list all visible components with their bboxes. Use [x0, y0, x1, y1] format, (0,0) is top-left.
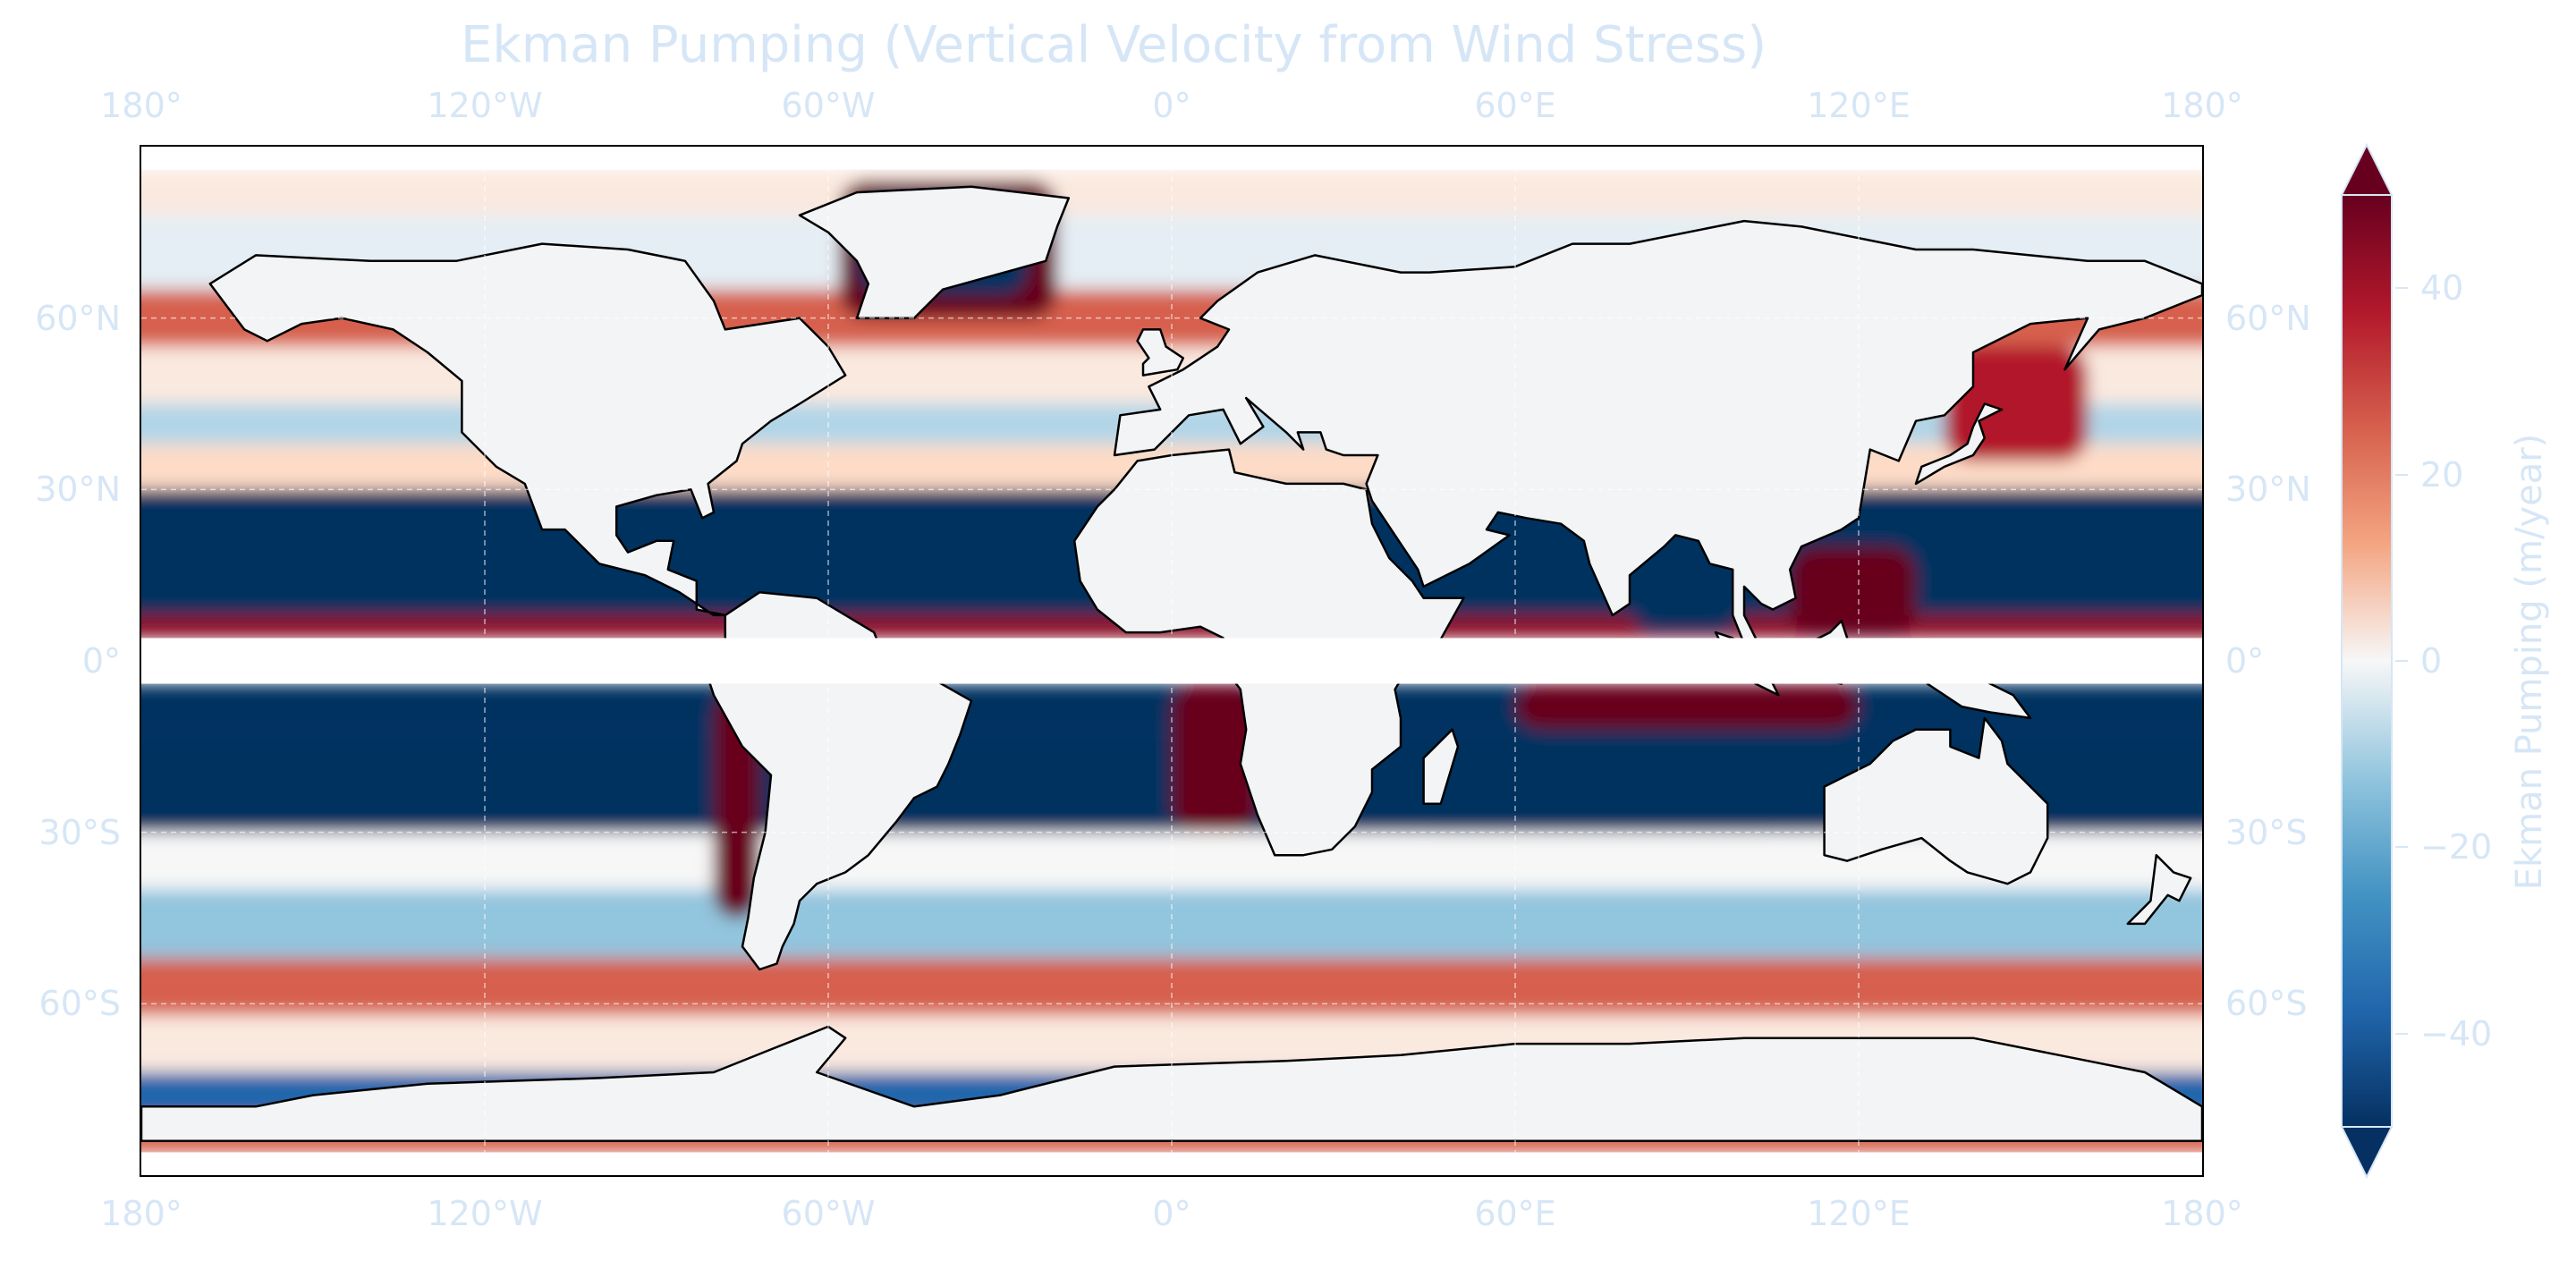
landmass-north-america [208, 242, 847, 617]
map-frame [140, 145, 2204, 1177]
landmass-madagascar [1422, 728, 1460, 805]
top-lon-tick-4: 60°E [1474, 86, 1556, 125]
land-masses [141, 185, 2202, 1142]
colorbar-gradient [2341, 194, 2393, 1128]
landmass-greenland [798, 185, 1071, 319]
left-lat-tick-3: 30°S [38, 812, 121, 852]
bottom-lon-tick-5: 120°E [1807, 1194, 1911, 1233]
colorbar-max-extend [2340, 142, 2394, 196]
landmass-europe-asia [1113, 219, 2202, 651]
colorbar-tick-2: 0 [2420, 641, 2443, 681]
right-lat-tick-1: 30°N [2225, 470, 2311, 510]
top-lon-tick-6: 180° [2161, 86, 2243, 125]
left-lat-tick-4: 60°S [38, 984, 121, 1024]
right-lat-tick-2: 0° [2225, 641, 2265, 681]
bottom-lon-tick-0: 180° [100, 1194, 182, 1233]
left-lat-tick-1: 30°N [35, 470, 121, 510]
right-lat-tick-3: 30°S [2225, 812, 2308, 852]
bottom-lon-tick-1: 120°W [427, 1194, 543, 1233]
regional-feature-6 [1790, 546, 1916, 639]
left-lat-tick-2: 0° [81, 641, 121, 681]
right-lat-tick-0: 60°N [2225, 298, 2311, 338]
colorbar-tickmark-1 [2395, 473, 2408, 476]
landmass-japan [1914, 402, 2004, 486]
regional-feature-2 [1401, 741, 1801, 833]
colorbar-tick-4: −40 [2420, 1013, 2493, 1054]
colorbar-tick-0: 40 [2420, 268, 2464, 309]
bottom-lon-tick-2: 60°W [781, 1194, 876, 1233]
right-lat-tick-4: 60°S [2225, 984, 2308, 1024]
colorbar [2340, 142, 2394, 1180]
regional-feature-3 [1515, 683, 1859, 730]
colorbar-tick-3: −20 [2420, 827, 2493, 867]
bottom-lon-tick-6: 180° [2161, 1194, 2243, 1233]
colorbar-tickmark-2 [2395, 660, 2408, 662]
colorbar-tick-1: 20 [2420, 454, 2464, 495]
bottom-lon-tick-3: 0° [1152, 1194, 1191, 1233]
gridlines [141, 147, 2202, 1175]
colorbar-tickmark-3 [2395, 846, 2408, 849]
regional-feature-4 [1172, 683, 1258, 833]
left-lat-tick-0: 60°N [35, 298, 121, 338]
top-lon-tick-3: 0° [1152, 86, 1191, 125]
top-lon-tick-1: 120°W [427, 86, 543, 125]
landmass-new-zealand [2126, 853, 2192, 926]
colorbar-tickmark-4 [2395, 1032, 2408, 1035]
top-lon-tick-5: 120°E [1807, 86, 1911, 125]
colorbar-min-extend [2340, 1126, 2394, 1180]
colorbar-tickmark-0 [2395, 287, 2408, 290]
colorbar-label: Ekman Pumping (m/year) [2509, 433, 2550, 891]
map-canvas [141, 147, 2202, 1175]
map-title: Ekman Pumping (Vertical Velocity from Wi… [460, 16, 1767, 74]
landmass-australia [1823, 716, 2049, 885]
top-lon-tick-0: 180° [100, 86, 182, 125]
top-lon-tick-2: 60°W [781, 86, 876, 125]
bottom-lon-tick-4: 60°E [1474, 1194, 1556, 1233]
